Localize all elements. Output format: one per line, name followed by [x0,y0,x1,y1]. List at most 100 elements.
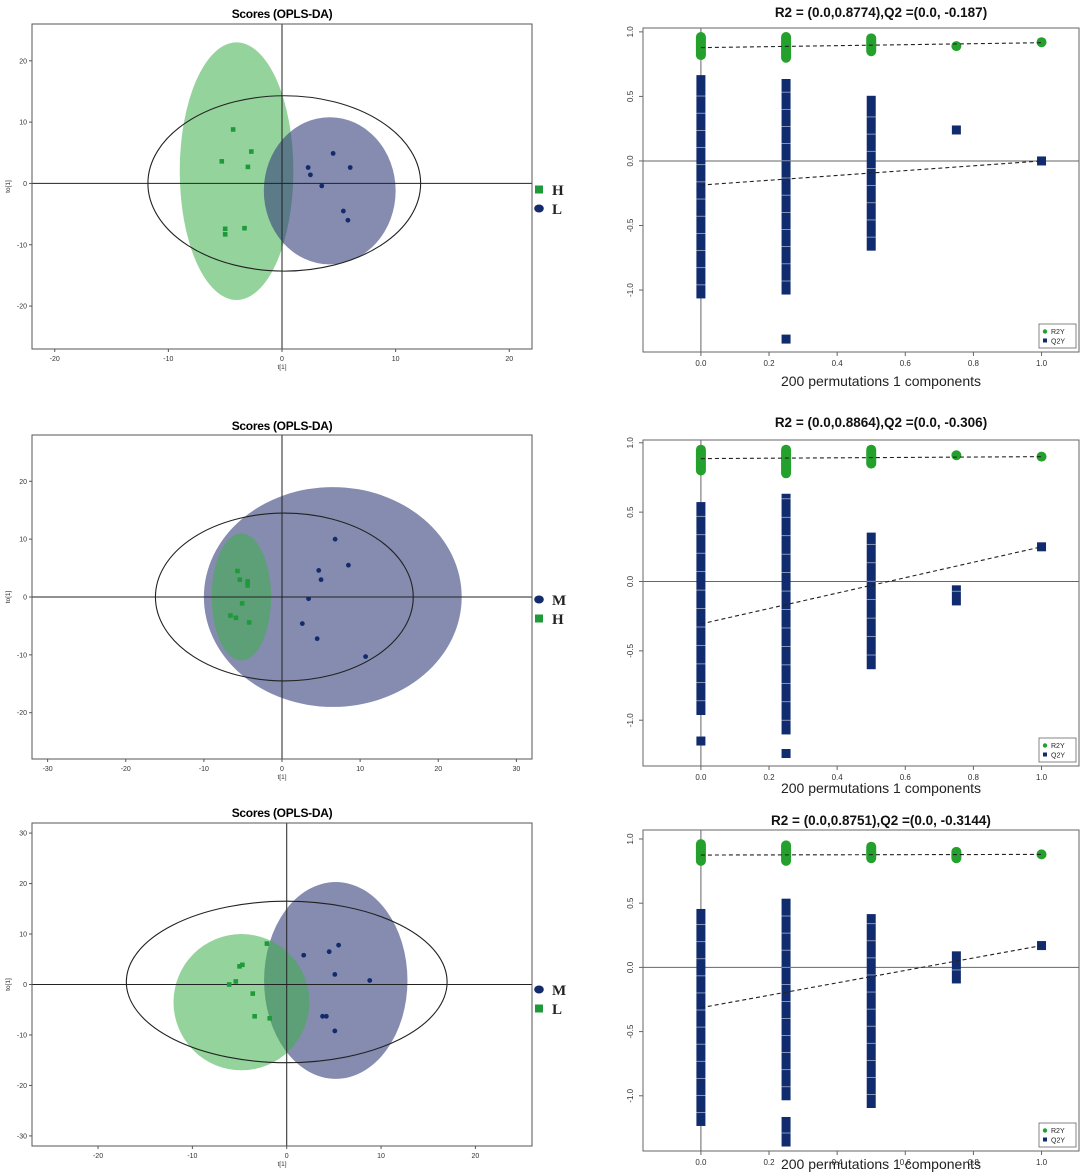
x-tick-label: 0.6 [900,359,912,368]
x-tick-label: 20 [434,766,442,773]
legend-label-M: M [552,593,566,609]
score-point-M [316,567,322,573]
score-point-H [246,620,252,625]
x-tick-label: -30 [43,766,53,773]
r2y-point [951,450,962,461]
x-tick-label: 0.8 [968,773,980,782]
q2y-point-column [781,493,791,735]
x-tick-label: -10 [187,1153,197,1160]
y-tick-label: 0 [23,982,27,989]
score-point-H [230,127,236,132]
r2y-point-column [866,444,877,469]
y-tick-label: 20 [19,479,27,486]
score-point-L [267,1016,273,1021]
perm-1-panel: R2 = (0.0,0.8774),Q2 =(0.0, -0.187) 0.0 0.… [626,5,1080,389]
score-point-M [367,978,373,983]
y-tick-label: 0.5 [626,90,635,102]
score-point-L [305,165,311,170]
score-point-H [235,568,240,574]
score-point-H [249,149,254,154]
y-tick-label: -10 [17,652,27,659]
legend-box [1038,1122,1077,1148]
r2y-point-column [781,840,792,866]
score-point-H [219,159,225,164]
score-point-H [228,613,233,618]
r2y-regression-line [700,456,1042,460]
legend-marker-q2y [1043,338,1047,343]
y-axis-label: to[1] [5,978,12,991]
confidence-ellipse-L [173,934,310,1071]
legend-label-M: M [552,983,566,999]
q2y-point-column [781,79,791,295]
score-point-H [237,577,243,582]
y-tick-label: 0.0 [626,575,635,587]
x-axis-label: t[1] [277,364,286,371]
score-point-L [250,991,256,996]
q2y-point-column [696,75,706,299]
score-point-M [332,1028,338,1034]
y-tick-label: 0.0 [626,155,635,167]
scores-3-panel: Scores (OPLS-DA) -20 -10 0 10 20 -30 -20 -10 0 10 2… [5,806,566,1168]
plot-frame [642,829,1080,1152]
chart-title: Scores (OPLS-DA) [232,806,333,820]
score-point-M [299,621,305,627]
score-point-H [239,601,245,606]
x-tick-label: -10 [163,356,173,363]
score-point-H [233,615,239,621]
q2y-point [696,736,706,746]
q2y-regression-line [700,546,1042,625]
chart-title: R2 = (0.0,0.8864),Q2 =(0.0, -0.306) [775,415,987,430]
legend-box [1038,323,1077,349]
score-point-L [252,1013,257,1019]
x-tick-label: 0.6 [900,1158,912,1167]
score-point-M [306,596,311,602]
y-tick-label: 0 [23,181,27,188]
score-point-M [326,949,332,955]
legend-label-q2y: Q2Y [1051,753,1065,760]
legend-label-H: H [552,183,564,199]
q2y-point-column [866,532,876,670]
x-axis-label: 200 permutations 1 components [781,1156,981,1172]
legend-label-q2y: Q2Y [1051,1138,1065,1145]
plot-frame [642,439,1080,767]
y-tick-label: 10 [19,537,27,544]
legend-box [1038,737,1077,763]
confidence-ellipse-L [263,117,396,265]
score-point-M [363,654,368,659]
x-tick-label: 0.6 [900,773,912,782]
r2y-point [1036,849,1047,860]
y-tick-label: -20 [17,1083,27,1090]
x-tick-label: 0.0 [695,1158,707,1167]
y-tick-label: -0.5 [626,1024,635,1038]
x-tick-label: 0.8 [968,359,980,368]
legend-marker-r2y [1042,743,1048,748]
x-axis-label: 200 permutations 1 components [781,373,981,389]
x-tick-label: 0.0 [695,773,707,782]
confidence-ellipse-H [179,42,294,300]
x-axis-label: 200 permutations 1 components [781,780,981,796]
r2y-point-column [695,839,706,866]
y-tick-label: -0.5 [626,643,635,657]
y-tick-label: 0 [23,595,27,602]
y-tick-label: -1.0 [626,1088,635,1102]
q2y-point [1037,156,1047,166]
y-tick-label: -0.5 [626,218,635,232]
chart-title: R2 = (0.0,0.8751),Q2 =(0.0, -0.3144) [771,813,991,828]
legend-marker-M [534,595,544,604]
perm-2-panel: R2 = (0.0,0.8864),Q2 =(0.0, -0.306) 0.0 0.… [626,415,1080,796]
r2y-regression-line [700,42,1042,49]
legend-marker-H [535,185,543,194]
score-point-L [233,979,239,984]
chart-title: R2 = (0.0,0.8774),Q2 =(0.0, -0.187) [775,5,987,20]
x-tick-label: 0.0 [695,359,707,368]
y-tick-label: 10 [19,120,27,127]
y-tick-label: 1.0 [626,26,635,38]
x-axis-label: t[1] [277,1161,286,1168]
score-point-H [245,583,250,588]
y-tick-label: 1.0 [626,833,635,845]
r2y-point-column [695,444,706,476]
plot-frame [642,27,1080,353]
q2y-regression-line [700,945,1042,1009]
r2y-regression-line [700,853,1042,856]
y-tick-label: -20 [17,304,27,311]
